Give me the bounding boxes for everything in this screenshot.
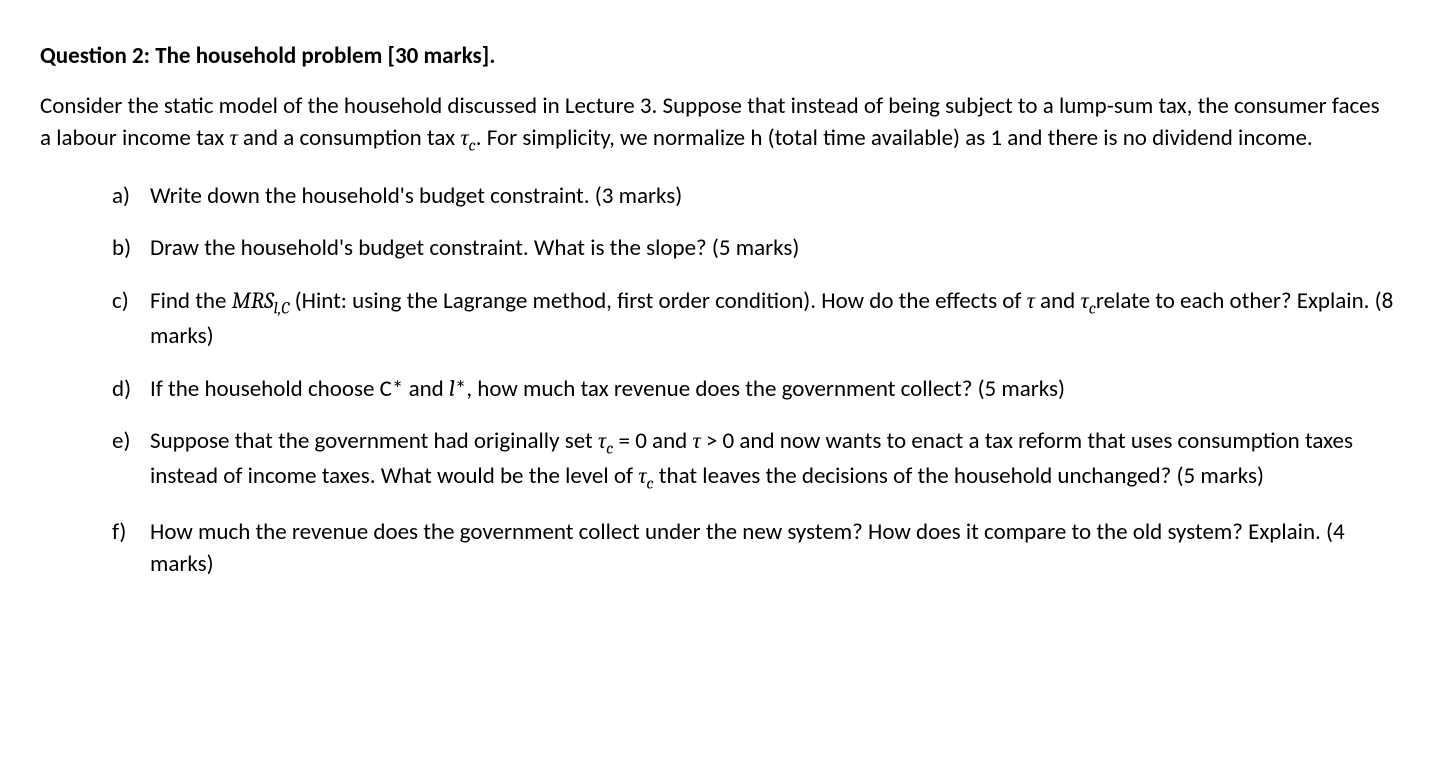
tau-symbol: τ <box>692 427 700 454</box>
part-c-text-3: and <box>1035 287 1081 315</box>
mrs-symbol: MRS <box>232 287 274 314</box>
part-b-text: Draw the household's budget constraint. … <box>150 234 799 262</box>
tau-symbol: τ <box>1027 287 1035 314</box>
part-c-text-2: (Hint: using the Lagrange method, first … <box>289 287 1026 315</box>
question-intro: Consider the static model of the househo… <box>40 90 1394 158</box>
tau-symbol: τ <box>229 124 237 151</box>
tau-c-symbol: τ <box>460 124 468 151</box>
part-c-text-1: Find the <box>150 287 232 315</box>
part-a: a) Write down the household's budget con… <box>112 180 1394 212</box>
part-a-marker: a) <box>112 180 130 212</box>
part-d-text-2: *, how much tax revenue does the governm… <box>455 375 1065 403</box>
part-b-marker: b) <box>112 232 131 264</box>
eq-zero: = 0 <box>613 427 647 455</box>
part-b: b) Draw the household's budget constrain… <box>112 232 1394 264</box>
tau-c-subscript: c <box>1089 299 1096 318</box>
part-f-text: How much the revenue does the government… <box>150 518 1345 578</box>
part-c-marker: c) <box>112 285 129 317</box>
part-f-marker: f) <box>112 516 126 548</box>
tau-c-subscript: c <box>469 137 476 156</box>
intro-text-3: . For simplicity, we normalize h (total … <box>476 124 1313 152</box>
question-title: Question 2: The household problem [30 ma… <box>40 40 1394 72</box>
mrs-subscript: l,C <box>274 299 290 318</box>
gt-zero: > 0 <box>701 427 735 455</box>
part-e-text-2: and <box>647 427 693 455</box>
part-f: f) How much the revenue does the governm… <box>112 516 1394 580</box>
intro-text-2: and a consumption tax <box>238 124 461 152</box>
tau-c-subscript: c <box>646 475 653 494</box>
part-d-text-1: If the household choose C* and <box>150 375 449 403</box>
question-parts-list: a) Write down the household's budget con… <box>40 180 1394 580</box>
part-c: c) Find the MRSl,C (Hint: using the Lagr… <box>112 285 1394 353</box>
part-e-text-4: that leaves the decisions of the househo… <box>654 462 1264 490</box>
tau-c-symbol: τ <box>598 427 606 454</box>
tau-c-symbol: τ <box>1080 287 1088 314</box>
part-e-marker: e) <box>112 425 130 457</box>
part-a-text: Write down the household's budget constr… <box>150 182 682 210</box>
part-e: e) Suppose that the government had origi… <box>112 425 1394 497</box>
part-e-text-1: Suppose that the government had original… <box>150 427 598 455</box>
part-d-marker: d) <box>112 373 131 405</box>
part-d: d) If the household choose C* and l*, ho… <box>112 373 1394 405</box>
